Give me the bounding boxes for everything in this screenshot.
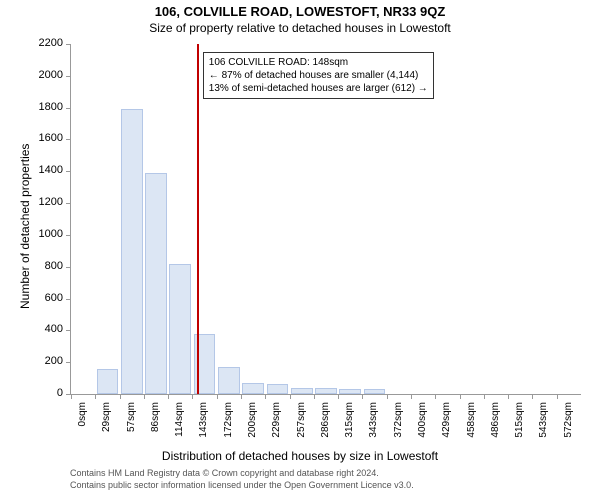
y-tick-label: 0 <box>29 387 63 399</box>
x-tick <box>241 394 242 399</box>
x-tick-label: 29sqm <box>101 402 112 452</box>
histogram-bar <box>97 369 119 394</box>
y-tick <box>66 44 71 45</box>
y-tick <box>66 108 71 109</box>
x-tick <box>460 394 461 399</box>
x-tick <box>71 394 72 399</box>
annotation-line: 106 COLVILLE ROAD: 148sqm <box>209 56 428 69</box>
y-tick <box>66 139 71 140</box>
histogram-bar <box>121 109 143 394</box>
x-tick <box>168 394 169 399</box>
y-tick-label: 1000 <box>29 228 63 240</box>
annotation-box: 106 COLVILLE ROAD: 148sqm← 87% of detach… <box>203 52 434 99</box>
x-tick-label: 172sqm <box>223 402 234 452</box>
histogram-bar <box>169 264 191 394</box>
histogram-bar <box>315 388 337 394</box>
histogram-bar <box>291 388 313 394</box>
x-tick <box>362 394 363 399</box>
y-tick-label: 1200 <box>29 196 63 208</box>
x-tick <box>435 394 436 399</box>
x-tick-label: 57sqm <box>126 402 137 452</box>
x-tick-label: 229sqm <box>271 402 282 452</box>
y-tick <box>66 299 71 300</box>
annotation-line: 13% of semi-detached houses are larger (… <box>209 82 428 95</box>
x-tick-label: 543sqm <box>538 402 549 452</box>
y-tick <box>66 267 71 268</box>
chart-container: 106, COLVILLE ROAD, LOWESTOFT, NR33 9QZ … <box>0 0 600 500</box>
histogram-bar <box>267 384 289 394</box>
histogram-bar <box>339 389 361 394</box>
y-tick <box>66 362 71 363</box>
x-tick <box>290 394 291 399</box>
x-tick <box>95 394 96 399</box>
x-tick <box>144 394 145 399</box>
x-tick-label: 343sqm <box>368 402 379 452</box>
plot-area: 0200400600800100012001400160018002000220… <box>70 44 581 395</box>
y-tick <box>66 171 71 172</box>
histogram-bar <box>364 389 386 394</box>
y-tick <box>66 235 71 236</box>
x-tick-label: 200sqm <box>247 402 258 452</box>
x-tick <box>217 394 218 399</box>
y-tick <box>66 203 71 204</box>
footer-line-1: Contains HM Land Registry data © Crown c… <box>70 468 414 480</box>
y-tick-label: 1800 <box>29 101 63 113</box>
x-tick-label: 515sqm <box>514 402 525 452</box>
y-tick-label: 2200 <box>29 37 63 49</box>
y-tick <box>66 76 71 77</box>
reference-line <box>197 44 199 394</box>
y-tick-label: 2000 <box>29 69 63 81</box>
x-tick-label: 114sqm <box>174 402 185 452</box>
x-tick <box>120 394 121 399</box>
y-tick-label: 1400 <box>29 164 63 176</box>
x-tick <box>338 394 339 399</box>
x-tick-label: 486sqm <box>490 402 501 452</box>
title-sub: Size of property relative to detached ho… <box>0 19 600 35</box>
y-tick-label: 1600 <box>29 132 63 144</box>
x-tick <box>314 394 315 399</box>
y-tick-label: 800 <box>29 260 63 272</box>
x-tick <box>532 394 533 399</box>
x-tick-label: 257sqm <box>296 402 307 452</box>
y-tick-label: 400 <box>29 323 63 335</box>
x-tick <box>387 394 388 399</box>
y-tick-label: 200 <box>29 355 63 367</box>
footer-line-2: Contains public sector information licen… <box>70 480 414 492</box>
y-tick <box>66 330 71 331</box>
x-axis-label: Distribution of detached houses by size … <box>0 449 600 463</box>
x-tick <box>508 394 509 399</box>
x-tick <box>192 394 193 399</box>
x-tick <box>557 394 558 399</box>
x-tick-label: 0sqm <box>77 402 88 452</box>
x-tick-label: 572sqm <box>563 402 574 452</box>
x-tick-label: 315sqm <box>344 402 355 452</box>
x-tick-label: 458sqm <box>466 402 477 452</box>
x-tick-label: 286sqm <box>320 402 331 452</box>
x-tick <box>484 394 485 399</box>
histogram-bar <box>218 367 240 394</box>
x-tick-label: 86sqm <box>150 402 161 452</box>
x-tick <box>265 394 266 399</box>
histogram-bar <box>145 173 167 394</box>
x-tick-label: 143sqm <box>198 402 209 452</box>
annotation-line: ← 87% of detached houses are smaller (4,… <box>209 69 428 82</box>
x-tick-label: 429sqm <box>441 402 452 452</box>
x-tick-label: 400sqm <box>417 402 428 452</box>
title-main: 106, COLVILLE ROAD, LOWESTOFT, NR33 9QZ <box>0 0 600 19</box>
y-tick-label: 600 <box>29 292 63 304</box>
footer-attribution: Contains HM Land Registry data © Crown c… <box>70 468 414 491</box>
x-tick-label: 372sqm <box>393 402 404 452</box>
x-tick <box>411 394 412 399</box>
histogram-bar <box>242 383 264 394</box>
